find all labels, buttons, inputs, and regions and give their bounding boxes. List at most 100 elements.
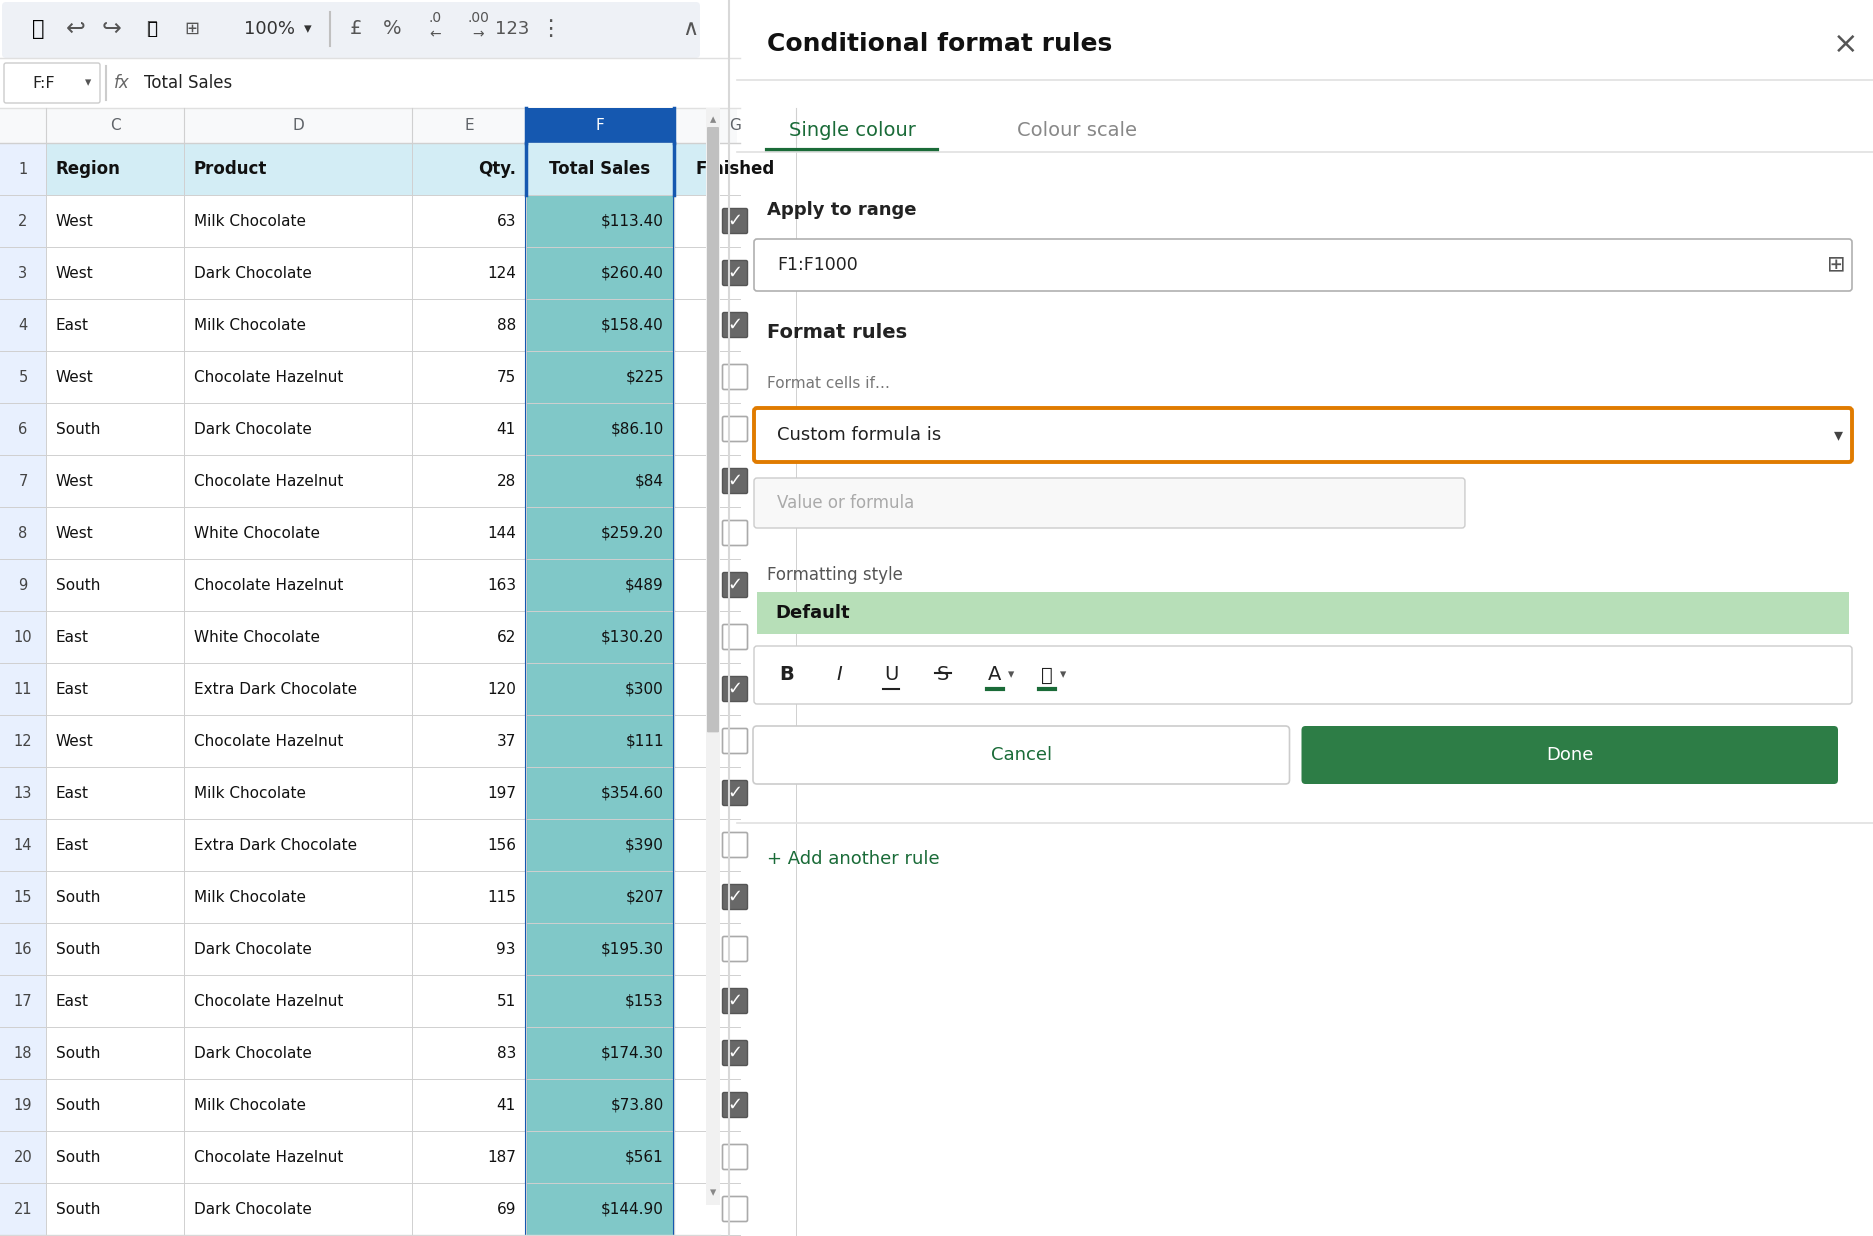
Text: East: East — [56, 629, 88, 644]
Text: 123: 123 — [494, 20, 528, 38]
FancyBboxPatch shape — [0, 1079, 47, 1131]
FancyBboxPatch shape — [723, 520, 747, 545]
Text: Format cells if…: Format cells if… — [766, 376, 890, 391]
Text: Dark Chocolate: Dark Chocolate — [195, 1201, 311, 1216]
Text: ✓: ✓ — [727, 887, 742, 906]
Text: 41: 41 — [496, 421, 515, 436]
FancyBboxPatch shape — [0, 923, 47, 975]
FancyBboxPatch shape — [723, 989, 747, 1014]
FancyBboxPatch shape — [0, 195, 47, 247]
FancyBboxPatch shape — [0, 108, 740, 143]
Text: ✓: ✓ — [727, 680, 742, 698]
Text: ▾: ▾ — [1060, 669, 1066, 681]
FancyBboxPatch shape — [723, 1145, 747, 1169]
FancyBboxPatch shape — [526, 768, 674, 819]
Text: F1:F1000: F1:F1000 — [777, 256, 858, 274]
Text: South: South — [56, 1046, 101, 1060]
FancyBboxPatch shape — [47, 143, 719, 195]
Text: Apply to range: Apply to range — [766, 201, 916, 219]
Text: Total Sales: Total Sales — [549, 159, 650, 178]
Text: $259.20: $259.20 — [601, 525, 663, 540]
Text: fx: fx — [114, 74, 129, 91]
Text: ▴: ▴ — [710, 114, 715, 126]
Text: 11: 11 — [13, 681, 32, 697]
Text: ▾: ▾ — [1832, 426, 1841, 444]
Text: West: West — [56, 266, 94, 281]
Text: 144: 144 — [487, 525, 515, 540]
Text: ▾: ▾ — [84, 77, 92, 89]
Text: $207: $207 — [626, 890, 663, 905]
FancyBboxPatch shape — [4, 63, 99, 103]
Text: 8: 8 — [19, 525, 28, 540]
Text: 18: 18 — [13, 1046, 32, 1060]
Text: Extra Dark Chocolate: Extra Dark Chocolate — [195, 681, 358, 697]
FancyBboxPatch shape — [723, 417, 747, 441]
Text: South: South — [56, 942, 101, 957]
Text: ↩: ↩ — [66, 17, 86, 41]
FancyBboxPatch shape — [723, 1196, 747, 1221]
Text: Done: Done — [1545, 747, 1592, 764]
Text: West: West — [56, 733, 94, 749]
Text: Custom formula is: Custom formula is — [777, 426, 940, 444]
Text: 2: 2 — [19, 214, 28, 229]
FancyBboxPatch shape — [0, 819, 47, 871]
Text: 156: 156 — [487, 838, 515, 853]
Text: B: B — [779, 665, 794, 685]
Text: ✓: ✓ — [727, 576, 742, 595]
Text: 37: 37 — [496, 733, 515, 749]
Text: ×: × — [1832, 30, 1858, 58]
FancyBboxPatch shape — [526, 923, 674, 975]
Text: .0
←: .0 ← — [429, 11, 442, 41]
FancyBboxPatch shape — [736, 0, 1873, 1236]
Text: ✓: ✓ — [727, 472, 742, 489]
FancyBboxPatch shape — [723, 1041, 747, 1065]
Text: 83: 83 — [496, 1046, 515, 1060]
Text: + Add another rule: + Add another rule — [766, 850, 938, 868]
Text: 187: 187 — [487, 1149, 515, 1164]
Text: South: South — [56, 1098, 101, 1112]
FancyBboxPatch shape — [0, 58, 740, 108]
Text: $561: $561 — [626, 1149, 663, 1164]
Text: 21: 21 — [13, 1201, 32, 1216]
Text: 120: 120 — [487, 681, 515, 697]
Text: 🔍: 🔍 — [32, 19, 45, 40]
Text: ✓: ✓ — [727, 993, 742, 1010]
Text: East: East — [56, 318, 88, 332]
FancyBboxPatch shape — [526, 1079, 674, 1131]
Text: West: West — [56, 525, 94, 540]
Text: ↪: ↪ — [101, 17, 122, 41]
Text: $130.20: $130.20 — [601, 629, 663, 644]
Text: East: East — [56, 838, 88, 853]
Text: 14: 14 — [13, 838, 32, 853]
Text: $300: $300 — [626, 681, 663, 697]
Text: A: A — [987, 665, 1002, 685]
Text: ✓: ✓ — [727, 1096, 742, 1114]
Text: 13: 13 — [13, 786, 32, 801]
Text: East: East — [56, 681, 88, 697]
FancyBboxPatch shape — [526, 1131, 674, 1183]
Text: 197: 197 — [487, 786, 515, 801]
Text: ∧: ∧ — [682, 19, 699, 40]
Text: E: E — [465, 117, 474, 133]
Text: South: South — [56, 577, 101, 592]
Text: ✓: ✓ — [727, 265, 742, 282]
Text: 63: 63 — [496, 214, 515, 229]
Text: Dark Chocolate: Dark Chocolate — [195, 266, 311, 281]
Text: Chocolate Hazelnut: Chocolate Hazelnut — [195, 994, 343, 1009]
Text: .00
→: .00 → — [466, 11, 489, 41]
Text: White Chocolate: White Chocolate — [195, 525, 320, 540]
FancyBboxPatch shape — [526, 143, 674, 195]
Text: West: West — [56, 473, 94, 488]
Text: 16: 16 — [13, 942, 32, 957]
Text: 75: 75 — [496, 370, 515, 384]
FancyBboxPatch shape — [0, 975, 47, 1027]
Text: Format rules: Format rules — [766, 324, 907, 342]
Text: 1: 1 — [19, 162, 28, 177]
Text: 69: 69 — [496, 1201, 515, 1216]
FancyBboxPatch shape — [2, 2, 701, 58]
FancyBboxPatch shape — [723, 572, 747, 597]
Text: Cancel: Cancel — [991, 747, 1051, 764]
FancyBboxPatch shape — [526, 662, 674, 714]
Text: Formatting style: Formatting style — [766, 566, 903, 583]
Text: 115: 115 — [487, 890, 515, 905]
